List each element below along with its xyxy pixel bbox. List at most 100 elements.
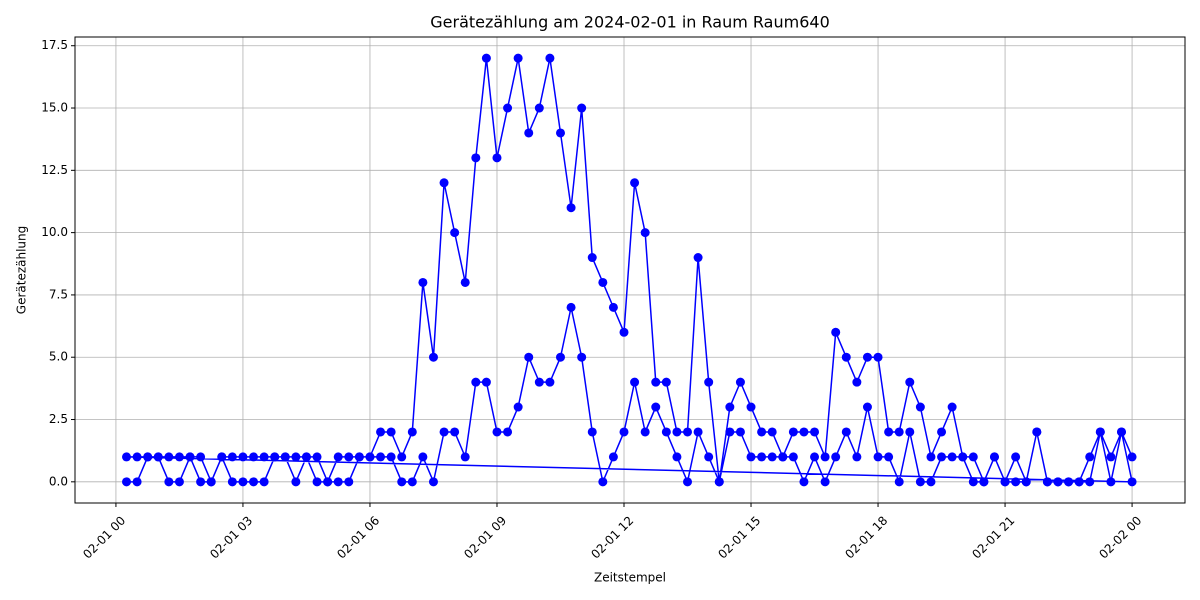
data-point [873,352,883,362]
data-point [841,427,851,437]
data-point [714,477,724,487]
y-axis-label: Gerätezählung [15,226,29,314]
data-point [1085,452,1095,462]
y-tick-label: 2.5 [49,412,68,426]
x-tick-label: 02-01 09 [461,513,509,561]
data-point [577,103,587,113]
data-point [132,452,142,462]
data-point [481,377,491,387]
data-point [1085,477,1095,487]
data-point [947,452,957,462]
data-point [968,452,978,462]
data-point [333,452,343,462]
data-point [407,427,417,437]
data-point [799,477,809,487]
data-point [174,452,184,462]
data-point [1116,427,1126,437]
data-point [587,253,597,263]
data-point [608,302,618,312]
y-tick-label: 15.0 [41,101,68,115]
data-point [947,402,957,412]
data-point [164,452,174,462]
data-point [852,452,862,462]
data-point [185,452,195,462]
data-point [174,477,184,487]
data-point [693,427,703,437]
data-point [810,452,820,462]
data-point [926,452,936,462]
data-point [566,302,576,312]
data-point [746,452,756,462]
data-point [376,452,386,462]
data-point [450,427,460,437]
data-point [619,327,629,337]
x-tick-label: 02-01 12 [588,513,636,561]
data-point [471,153,481,163]
data-point [164,477,174,487]
data-point [683,477,693,487]
data-point [958,452,968,462]
data-point [333,477,343,487]
data-point [1127,452,1137,462]
data-point [259,452,269,462]
data-point [503,427,513,437]
data-point [915,402,925,412]
data-point [841,352,851,362]
data-point [312,477,322,487]
data-point [683,427,693,437]
data-point [661,377,671,387]
x-tick-label: 02-01 21 [969,513,1017,561]
y-tick-label: 17.5 [41,38,68,52]
data-point [1011,452,1021,462]
data-point [566,203,576,213]
data-point [545,53,555,63]
x-tick-label: 02-02 00 [1096,513,1144,561]
data-point [725,427,735,437]
data-point [873,452,883,462]
data-point [979,477,989,487]
data-point [122,452,132,462]
data-point [439,427,449,437]
data-point [757,452,767,462]
data-point [587,427,597,437]
data-point [672,452,682,462]
data-point [386,452,396,462]
data-point [450,228,460,238]
data-point [524,352,534,362]
plot-frame [74,36,1186,504]
data-point [270,452,280,462]
x-tick-label: 02-01 00 [80,513,128,561]
data-point [227,452,237,462]
data-point [238,477,248,487]
data-point [672,427,682,437]
data-point [1021,477,1031,487]
data-point [852,377,862,387]
x-axis-label: Zeitstempel [594,571,666,585]
data-line [126,58,1134,485]
data-point [555,128,565,138]
data-point [968,477,978,487]
data-point [122,477,132,487]
data-point [693,253,703,263]
x-tick-label: 02-01 03 [207,513,255,561]
data-point [238,452,248,462]
data-point [788,427,798,437]
y-tick-label: 12.5 [41,163,68,177]
data-point [767,452,777,462]
data-point [1064,477,1074,487]
data-point [1127,477,1137,487]
data-point [206,477,216,487]
data-point [820,477,830,487]
data-point [407,477,417,487]
data-point [481,53,491,63]
data-point [534,103,544,113]
x-tick-label: 02-01 06 [334,513,382,561]
data-point [397,452,407,462]
data-point [894,427,904,437]
data-point [1074,477,1084,487]
data-point [1000,477,1010,487]
y-tick-label: 10.0 [41,225,68,239]
data-point [555,352,565,362]
data-point [598,277,608,287]
data-point [894,477,904,487]
